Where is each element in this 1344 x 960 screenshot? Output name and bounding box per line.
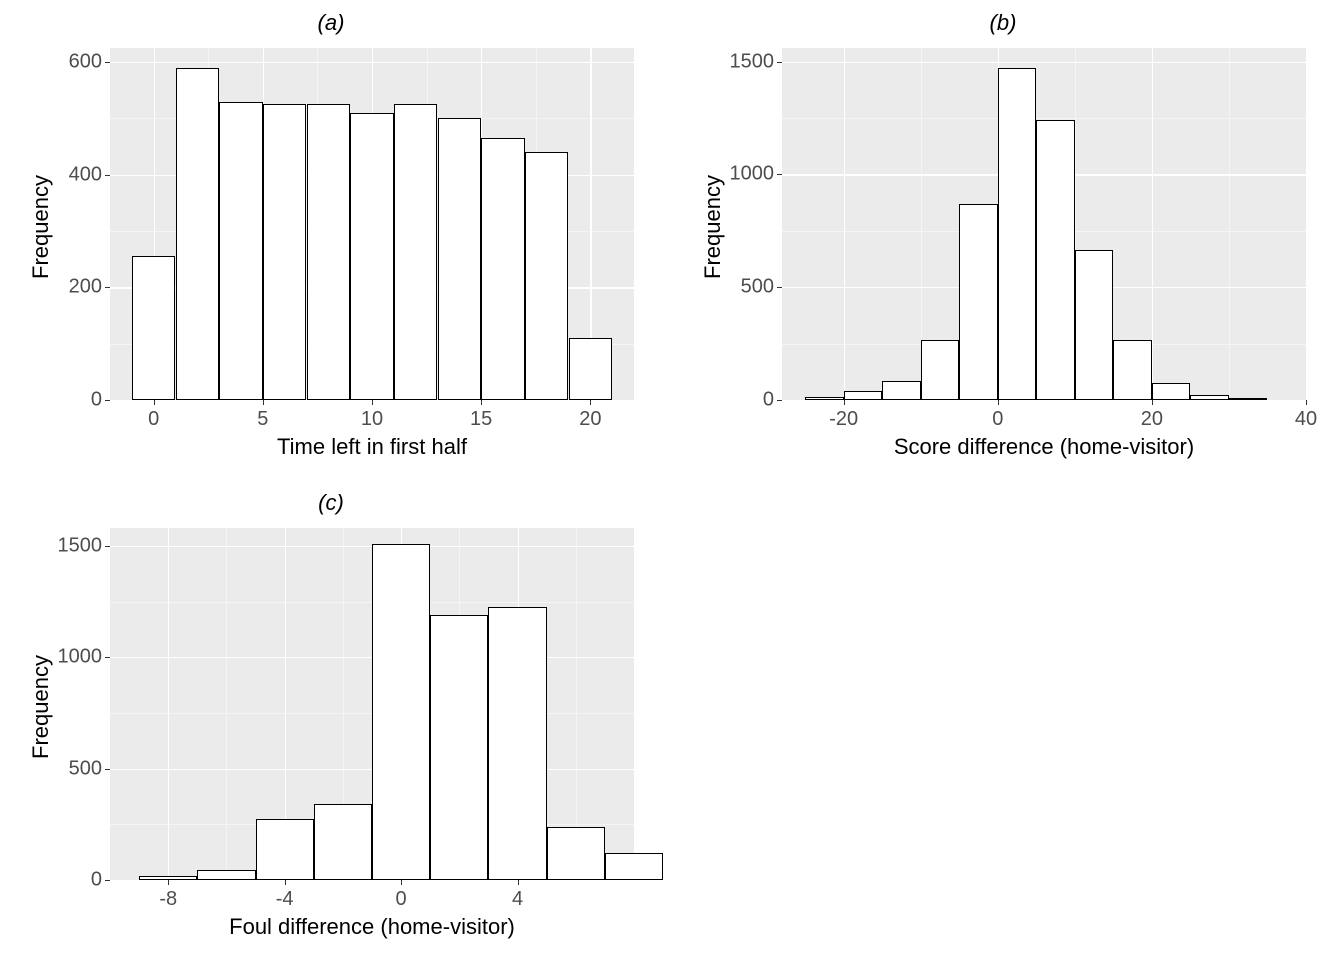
panel-a-title: (a) [10,10,652,36]
x-tick-label: 5 [257,400,268,431]
y-tick-label: 200 [69,276,110,299]
panel-a-plot-wrap: 020040060005101520 Frequency Time left i… [10,40,652,470]
histogram-bar [959,204,998,400]
y-tick-label: 1000 [58,646,111,669]
x-tick-label: 0 [396,880,407,911]
y-tick-label: 1500 [730,50,783,73]
panel-c-ylabel: Frequency [28,655,54,759]
panel-b: (b) 050010001500-2002040 Frequency Score… [672,0,1344,480]
panel-b-ylabel: Frequency [700,175,726,279]
histogram-bar [263,104,307,400]
histogram-bar [525,152,569,400]
y-tick-label: 1000 [730,163,783,186]
x-tick-label: -8 [159,880,177,911]
histogram-bar [1229,398,1268,400]
histogram-bar [139,876,197,880]
chart-grid: (a) 020040060005101520 Frequency Time le… [0,0,1344,960]
histogram-bar [882,381,921,400]
x-tick-label: 0 [148,400,159,431]
panel-b-plot-area: 050010001500-2002040 [782,48,1306,400]
histogram-bar [1075,250,1114,400]
histogram-bar [197,870,255,880]
panel-c-xlabel: Foul difference (home-visitor) [110,914,634,940]
histogram-bar [844,391,883,400]
panel-empty [672,480,1344,960]
y-tick-label: 0 [763,389,782,412]
x-tick-label: 20 [1141,400,1163,431]
x-tick-label: 40 [1295,400,1317,431]
y-tick-label: 500 [69,757,110,780]
panel-b-plot-wrap: 050010001500-2002040 Frequency Score dif… [682,40,1324,470]
panel-c-title: (c) [10,490,652,516]
y-tick-label: 400 [69,163,110,186]
histogram-bar [547,827,605,880]
x-tick-label: 0 [992,400,1003,431]
histogram-bar [605,853,663,880]
panel-b-title: (b) [682,10,1324,36]
histogram-bar [438,118,482,400]
panel-a-ylabel: Frequency [28,175,54,279]
histogram-bar [481,138,525,400]
histogram-bar [569,338,613,400]
histogram-bar [394,104,438,400]
panel-c-plot-area: 050010001500-8-404 [110,528,634,880]
y-tick-label: 0 [91,389,110,412]
y-tick-label: 1500 [58,534,111,557]
histogram-bar [219,102,263,400]
histogram-bar [350,113,394,400]
histogram-bar [307,104,351,400]
histogram-bar [1152,383,1191,400]
histogram-bar [1190,395,1229,400]
histogram-bar [1113,340,1152,400]
x-tick-label: 4 [512,880,523,911]
x-tick-label: 10 [361,400,383,431]
panel-a: (a) 020040060005101520 Frequency Time le… [0,0,672,480]
histogram-bar [132,256,176,400]
histogram-bar [314,804,372,880]
histogram-bar [998,68,1037,400]
histogram-bar [921,340,960,400]
histogram-bar [430,615,488,880]
y-tick-label: 600 [69,51,110,74]
histogram-bar [488,607,546,880]
panel-a-plot-area: 020040060005101520 [110,48,634,400]
x-tick-label: -20 [829,400,858,431]
y-tick-label: 0 [91,869,110,892]
histogram-bar [1036,120,1075,400]
histogram-bar [805,397,844,400]
x-tick-label: 20 [579,400,601,431]
x-tick-label: 15 [470,400,492,431]
panel-b-xlabel: Score difference (home-visitor) [782,434,1306,460]
panel-c-plot-wrap: 050010001500-8-404 Frequency Foul differ… [10,520,652,950]
panel-a-xlabel: Time left in first half [110,434,634,460]
histogram-bar [372,544,430,880]
y-tick-label: 500 [741,276,782,299]
histogram-bar [256,819,314,880]
x-tick-label: -4 [276,880,294,911]
histogram-bar [176,68,220,400]
panel-c: (c) 050010001500-8-404 Frequency Foul di… [0,480,672,960]
